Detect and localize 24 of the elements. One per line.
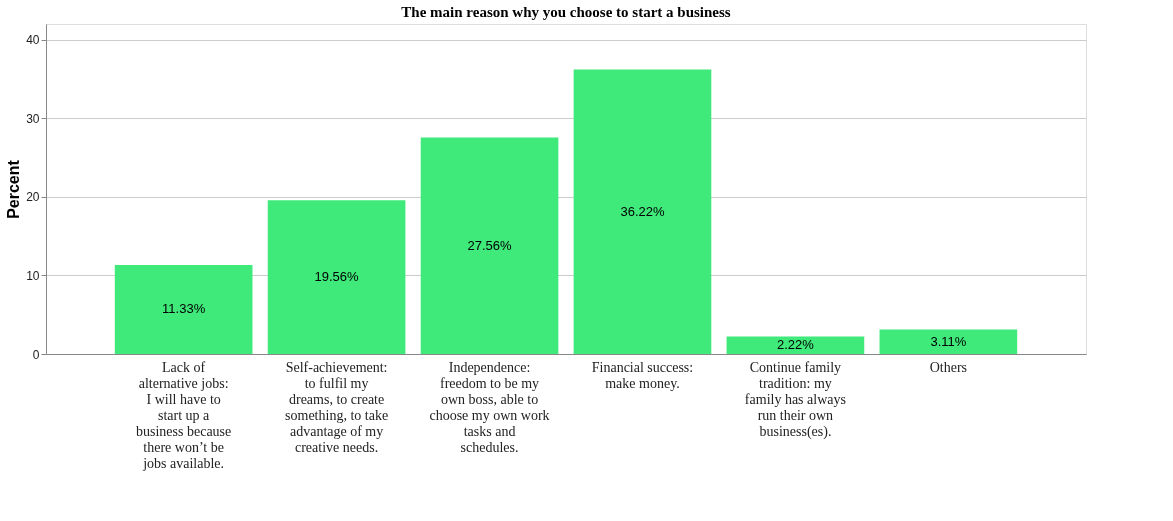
y-tick-label: 30 (26, 111, 40, 126)
y-tick-label: 10 (26, 268, 40, 283)
x-tick-label: Financial success: make money. (591, 359, 694, 391)
data-label: 19.56% (314, 269, 360, 285)
bar (573, 69, 712, 354)
chart-title: The main reason why you choose to start a business (401, 4, 731, 20)
data-label: 3.11% (930, 333, 967, 349)
y-tick-label: 20 (26, 190, 40, 205)
bar (420, 137, 559, 354)
x-tick-label: Independence: freedom to be my own boss, able to choose my own work tasks and schedules. (429, 359, 550, 455)
bar (114, 264, 253, 354)
data-label: 36.22% (620, 203, 665, 219)
x-tick-label: Continue family tradition: my family has always run their own business(es). (744, 359, 846, 440)
x-tick-label: Others (929, 359, 968, 375)
y-tick-label: 40 (26, 33, 40, 48)
bar (879, 329, 1018, 354)
x-tick-label: Self-achievement: to fulfil my dreams, to create something, to take advantage of my creative needs. (285, 359, 389, 455)
data-label: 11.33% (162, 301, 206, 317)
bar (267, 200, 406, 354)
x-tick-label: Lack of alternative jobs: I will have to start up a business because there won’t be jobs available. (136, 359, 232, 471)
data-label: 27.56% (467, 237, 513, 253)
y-axis-title: Percent (5, 159, 23, 219)
data-label: 2.22% (776, 337, 815, 353)
y-tick-label: 0 (32, 347, 40, 362)
